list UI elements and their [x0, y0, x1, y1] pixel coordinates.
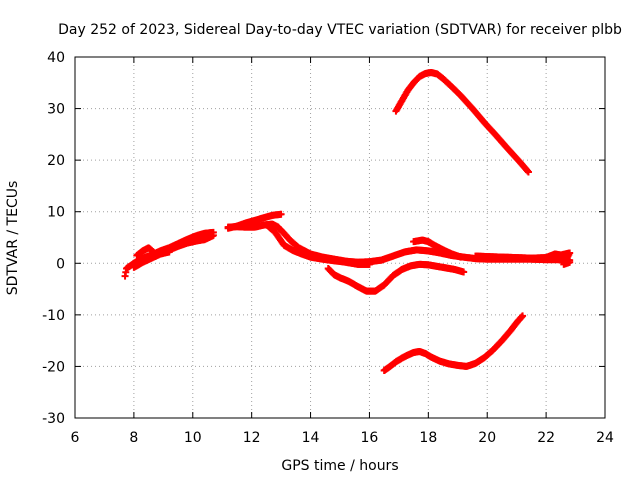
series-track-h: [410, 236, 465, 261]
x-tick-label: 20: [478, 430, 496, 446]
y-tick-label: -30: [42, 411, 65, 427]
x-tick-label: 6: [71, 430, 80, 446]
data-point: [566, 258, 574, 266]
data-point: [519, 312, 527, 320]
chart-title: Day 252 of 2023, Sidereal Day-to-day VTE…: [58, 22, 622, 38]
series-track-k: [380, 312, 527, 375]
series-track-j: [392, 68, 532, 176]
x-axis-label: GPS time / hours: [281, 458, 398, 474]
plot-frame: [74, 56, 606, 419]
axis-ticks: [74, 56, 606, 419]
x-tick-label: 14: [302, 430, 320, 446]
data-point: [524, 168, 532, 176]
data-point: [165, 248, 173, 256]
series-track-c: [133, 244, 173, 260]
grid-lines: [75, 57, 605, 418]
x-tick-label: 8: [129, 430, 138, 446]
y-tick-label: 0: [56, 256, 65, 272]
x-tick-label: 22: [537, 430, 555, 446]
data-point: [209, 231, 217, 239]
tick-labels: 6 8 10 12 14 16 18 20 22 24 -30 -20 -10 0 10 20 30 40: [42, 50, 614, 446]
y-tick-label: 30: [47, 102, 65, 118]
series-track-i: [471, 249, 574, 268]
data-point: [365, 260, 373, 268]
x-tick-label: 16: [361, 430, 379, 446]
y-tick-label: -20: [42, 359, 65, 375]
y-tick-label: 20: [47, 153, 65, 169]
data-point: [460, 268, 468, 276]
y-tick-label: 40: [47, 50, 65, 66]
x-tick-label: 24: [596, 430, 614, 446]
x-tick-label: 12: [243, 430, 261, 446]
data-point: [277, 210, 285, 218]
y-tick-label: -10: [42, 308, 65, 324]
x-tick-label: 10: [184, 430, 202, 446]
data-points: [121, 68, 574, 375]
y-tick-label: 10: [47, 205, 65, 221]
data-point: [457, 253, 465, 261]
y-axis-label: SDTVAR / TECUs: [5, 181, 21, 296]
series-track-f: [262, 221, 373, 268]
x-tick-label: 18: [419, 430, 437, 446]
series-track-g: [324, 260, 468, 295]
